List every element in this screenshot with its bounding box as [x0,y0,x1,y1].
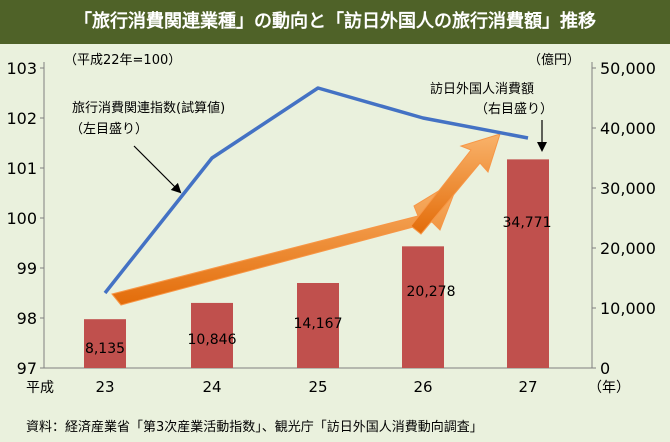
right-tick-label: 30,000 [600,179,656,198]
bar-value-label: 8,135 [85,341,125,357]
left-tick-label: 98 [17,309,37,328]
x-tick-label: 25 [308,378,327,396]
line-annotation-pointer [133,145,182,194]
x-unit-label: （年） [588,380,630,396]
bar [191,302,233,368]
bar-annotation-text: 訪日外国人消費額 [430,81,534,97]
bar [84,319,126,368]
source-note: 資料：経済産業省「第3次産業活動指数」、観光庁「訪日外国人消費動向調査」 [26,420,483,435]
left-tick-label: 102 [6,109,37,128]
index-line [103,86,529,295]
bar [402,246,444,368]
x-tick-label: 23 [95,378,114,396]
left-tick-label: 103 [6,59,37,78]
right-tick-label: 0 [600,359,610,378]
x-prefix-label: 平成 [26,380,54,396]
right-tick-label: 50,000 [600,59,656,78]
line-annotation-subtext: （左目盛り） [70,122,148,137]
trend-arrow-upper [410,133,501,235]
right-tick-label: 10,000 [600,299,656,318]
left-tick-label: 101 [6,159,37,178]
left-tick-label: 97 [17,359,37,378]
right-tick-label: 20,000 [600,239,656,258]
x-tick-label: 26 [413,378,432,396]
bar-value-label: 34,771 [503,215,552,231]
left-axis-unit: （平成22年=100） [64,53,181,68]
bar-value-label: 14,167 [294,316,343,332]
bar-value-label: 20,278 [407,284,456,300]
bar [297,282,339,368]
left-tick-label: 99 [17,259,37,278]
bar [507,159,549,368]
chart-title: 「旅行消費関連業種」の動向と「訪日外国人の旅行消費額」推移 [0,0,670,44]
left-tick-label: 100 [6,209,37,228]
x-tick-label: 24 [202,378,221,396]
line-annotation-text: 旅行消費関連指数(試算値) [72,100,225,116]
bar-value-label: 10,846 [188,332,237,348]
bar-annotation-subtext: （右目盛り） [475,102,553,117]
x-tick-label: 27 [518,378,537,396]
right-axis-unit: （億円） [528,52,580,68]
trend-arrow-lower [111,176,461,306]
right-tick-label: 40,000 [600,119,656,138]
